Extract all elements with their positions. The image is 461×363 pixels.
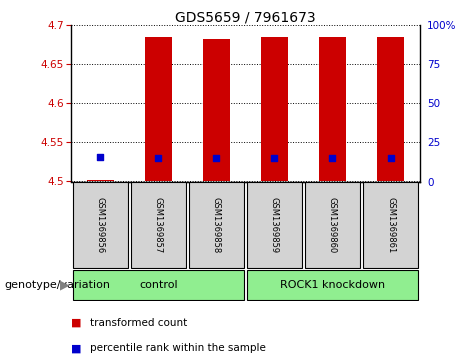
Text: GSM1369860: GSM1369860 [328, 197, 337, 253]
Bar [203, 39, 230, 182]
Text: ROCK1 knockdown: ROCK1 knockdown [280, 280, 385, 290]
Text: GSM1369861: GSM1369861 [386, 197, 395, 253]
Text: GSM1369856: GSM1369856 [96, 197, 105, 253]
Text: ▶: ▶ [59, 278, 69, 291]
Bar [247, 270, 418, 300]
Bar [189, 182, 244, 268]
Point [213, 155, 220, 161]
Point [387, 155, 394, 161]
Text: GSM1369859: GSM1369859 [270, 197, 279, 253]
Text: ■: ■ [71, 343, 82, 354]
Point [271, 155, 278, 161]
Bar [88, 180, 113, 182]
Bar [363, 182, 418, 268]
Text: GSM1369858: GSM1369858 [212, 197, 221, 253]
Title: GDS5659 / 7961673: GDS5659 / 7961673 [175, 10, 316, 24]
Bar [305, 182, 361, 268]
Bar [130, 182, 186, 268]
Text: genotype/variation: genotype/variation [5, 280, 111, 290]
Text: ■: ■ [71, 318, 82, 328]
Bar [378, 37, 403, 182]
Point [97, 154, 104, 159]
Text: GSM1369857: GSM1369857 [154, 197, 163, 253]
Bar [261, 37, 288, 182]
Text: percentile rank within the sample: percentile rank within the sample [90, 343, 266, 354]
Bar [319, 37, 346, 182]
Bar [73, 270, 244, 300]
Text: control: control [139, 280, 178, 290]
Point [329, 155, 336, 161]
Point [155, 155, 162, 161]
Bar [73, 182, 128, 268]
Text: transformed count: transformed count [90, 318, 187, 328]
Bar [247, 182, 302, 268]
Bar [145, 37, 171, 182]
